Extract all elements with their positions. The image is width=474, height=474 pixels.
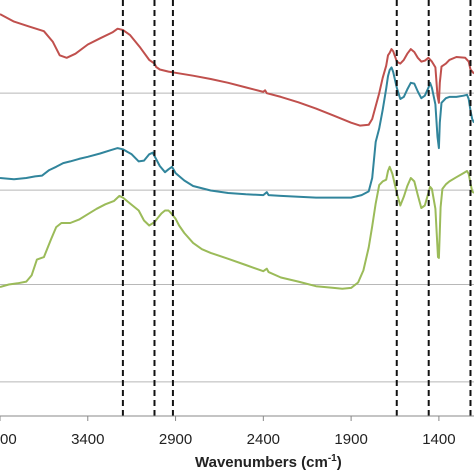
spectrum-line-3: [0, 165, 474, 290]
x-tick-label-3: 2900: [159, 431, 192, 448]
x-tick-label-1: 3900: [0, 431, 17, 448]
grid-layer: [0, 92, 474, 383]
x-axis-title: Wavenumbers (cm-1): [195, 453, 342, 471]
x-axis-title-main: Wavenumbers (cm: [195, 454, 328, 471]
spectrum-line-1: [0, 13, 474, 127]
reference-lines-layer: [121, 0, 472, 416]
x-tick-label-2: 3400: [71, 431, 104, 448]
spectrum-line-2: [0, 66, 474, 199]
x-axis-title-close: ): [337, 454, 342, 471]
x-tick-labels: 3900 3400 2900 2400 1900 1400: [0, 416, 456, 448]
series-layer: [0, 13, 474, 290]
x-tick-label-5: 1900: [334, 431, 367, 448]
x-axis-title-superscript: -1: [328, 453, 337, 464]
x-tick-label-4: 2400: [247, 431, 280, 448]
x-tick-label-6: 1400: [422, 431, 455, 448]
